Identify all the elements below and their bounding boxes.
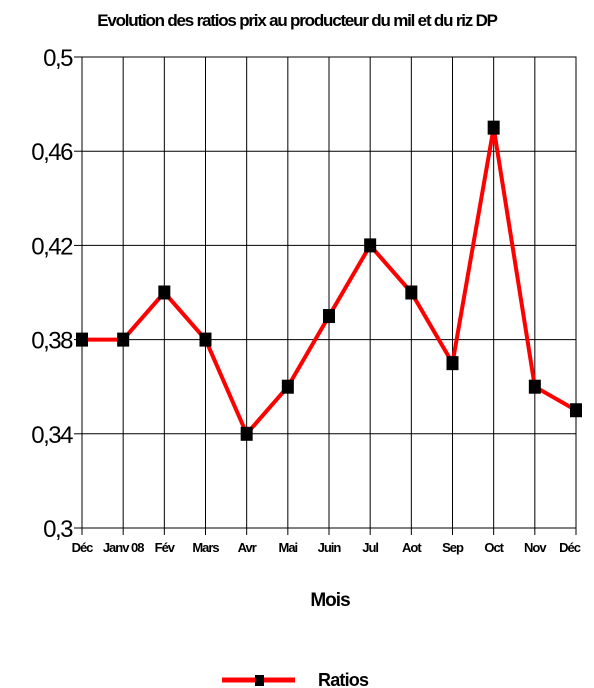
legend: Ratios <box>222 670 370 688</box>
x-tick-label: Juin <box>318 540 342 555</box>
x-axis-ticks: Déc Janv 08 Fév Mars Avr Mai Juin Jul Aot Sep Oct N… <box>72 528 582 555</box>
data-point <box>446 356 459 371</box>
x-tick-label: Janv 08 <box>103 540 144 555</box>
data-point <box>570 403 582 418</box>
x-tick-label: Mars <box>192 540 219 555</box>
data-point <box>117 332 130 347</box>
x-tick-label: Nov <box>524 540 547 555</box>
legend-marker <box>255 675 264 686</box>
data-point <box>528 379 541 394</box>
y-axis-ticks: 0,3 0,34 0,38 0,42 0,46 0,5 <box>31 45 82 543</box>
data-point <box>281 379 294 394</box>
x-tick-label: Déc <box>559 540 581 555</box>
x-tick-label: Déc <box>72 540 94 555</box>
x-axis-label: Mois <box>310 590 350 611</box>
data-point <box>487 120 500 135</box>
x-tick-label: Jul <box>362 540 378 555</box>
series-ratios <box>76 120 582 441</box>
y-tick-label: 0,5 <box>43 45 73 72</box>
data-point <box>199 332 212 347</box>
data-point <box>240 426 253 441</box>
data-point <box>364 238 377 253</box>
x-tick-label: Sep <box>442 540 464 555</box>
x-tick-label: Oct <box>484 540 504 555</box>
x-tick-label: Mai <box>278 540 297 555</box>
chart-title: Evolution des ratios prix au producteur … <box>97 11 497 30</box>
x-tick-label: Aot <box>402 540 422 555</box>
y-tick-label: 0,3 <box>43 516 73 543</box>
data-point <box>323 309 335 324</box>
legend-label: Ratios <box>318 670 369 688</box>
y-tick-label: 0,46 <box>31 139 73 166</box>
data-point <box>405 285 418 300</box>
y-tick-label: 0,38 <box>31 328 73 355</box>
grid <box>81 56 577 529</box>
x-tick-label: Avr <box>238 540 257 555</box>
data-point <box>158 285 171 300</box>
y-tick-label: 0,42 <box>31 233 73 260</box>
data-point <box>76 332 88 347</box>
x-tick-label: Fév <box>155 540 176 555</box>
y-tick-label: 0,34 <box>31 422 73 449</box>
